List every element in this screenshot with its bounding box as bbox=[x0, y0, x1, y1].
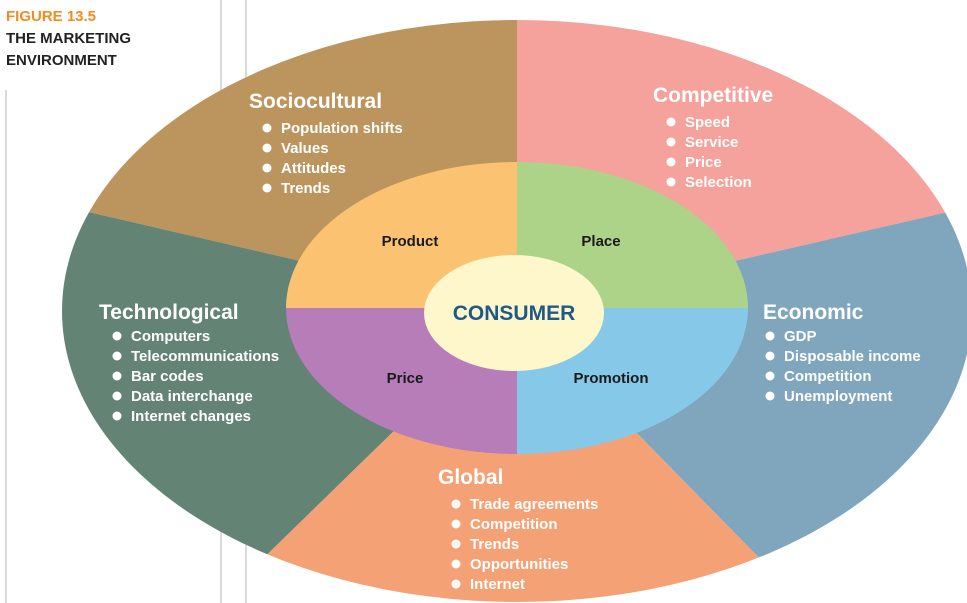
economic-item: Disposable income bbox=[784, 348, 921, 365]
technological-item: Bar codes bbox=[131, 368, 204, 385]
sociocultural-list: Population shifts Values Attitudes Trends bbox=[262, 120, 403, 197]
sociocultural-item: Trends bbox=[281, 180, 330, 197]
bullet-icon bbox=[112, 351, 122, 361]
consumer-label: CONSUMER bbox=[453, 302, 576, 325]
figure-title-line-1: THE MARKETING bbox=[6, 30, 131, 47]
competitive-title: Competitive bbox=[653, 84, 773, 107]
economic-list: GDP Disposable income Competition Unemploym… bbox=[765, 328, 921, 405]
economic-item: Unemployment bbox=[784, 388, 892, 405]
technological-item: Internet changes bbox=[131, 408, 251, 425]
competitive-item: Selection bbox=[685, 174, 752, 191]
consumer-core bbox=[424, 255, 604, 371]
economic-title: Economic bbox=[763, 301, 864, 324]
sociocultural-item: Population shifts bbox=[281, 120, 403, 137]
bullet-icon bbox=[451, 539, 461, 549]
competitive-item: Price bbox=[685, 154, 722, 171]
sociocultural-title: Sociocultural bbox=[249, 90, 382, 113]
bullet-icon bbox=[666, 117, 676, 127]
global-item: Competition bbox=[470, 516, 558, 533]
figure-title-line-2: ENVIRONMENT bbox=[6, 52, 117, 69]
technological-item: Computers bbox=[131, 328, 210, 345]
global-item: Internet bbox=[470, 576, 525, 593]
bullet-icon bbox=[765, 391, 775, 401]
bullet-icon bbox=[666, 177, 676, 187]
competitive-list: Speed Service Price Selection bbox=[666, 114, 752, 191]
bullet-icon bbox=[765, 371, 775, 381]
bullet-icon bbox=[451, 579, 461, 589]
global-item: Opportunities bbox=[470, 556, 568, 573]
sociocultural-item: Attitudes bbox=[281, 160, 346, 177]
technological-title: Technological bbox=[99, 301, 239, 324]
figure-caption: FIGURE 13.5 THE MARKETING ENVIRONMENT bbox=[6, 6, 131, 72]
technological-item: Telecommunications bbox=[131, 348, 279, 365]
bullet-icon bbox=[262, 123, 272, 133]
bullet-icon bbox=[765, 351, 775, 361]
global-item: Trade agreements bbox=[470, 496, 598, 513]
economic-item: Competition bbox=[784, 368, 872, 385]
bullet-icon bbox=[451, 559, 461, 569]
bullet-icon bbox=[666, 157, 676, 167]
price-label: Price bbox=[387, 370, 424, 387]
place-label: Place bbox=[581, 233, 620, 250]
bullet-icon bbox=[112, 391, 122, 401]
bullet-icon bbox=[262, 163, 272, 173]
product-label: Product bbox=[382, 233, 439, 250]
global-title: Global bbox=[438, 466, 503, 489]
sector-global bbox=[200, 311, 820, 602]
sociocultural-item: Values bbox=[281, 140, 329, 157]
bullet-icon bbox=[451, 499, 461, 509]
bullet-icon bbox=[666, 137, 676, 147]
bullet-icon bbox=[451, 519, 461, 529]
economic-item: GDP bbox=[784, 328, 817, 345]
competitive-item: Service bbox=[685, 134, 738, 151]
bullet-icon bbox=[765, 331, 775, 341]
technological-item: Data interchange bbox=[131, 388, 253, 405]
bullet-icon bbox=[112, 411, 122, 421]
figure-number: FIGURE 13.5 bbox=[6, 8, 97, 25]
bullet-icon bbox=[262, 143, 272, 153]
promotion-label: Promotion bbox=[574, 370, 649, 387]
competitive-item: Speed bbox=[685, 114, 730, 131]
bullet-icon bbox=[262, 183, 272, 193]
global-list: Trade agreements Competition Trends Opportu… bbox=[451, 496, 598, 593]
technological-list: Computers Telecommunications Bar codes Data… bbox=[112, 328, 279, 425]
bullet-icon bbox=[112, 331, 122, 341]
global-item: Trends bbox=[470, 536, 519, 553]
bullet-icon bbox=[112, 371, 122, 381]
